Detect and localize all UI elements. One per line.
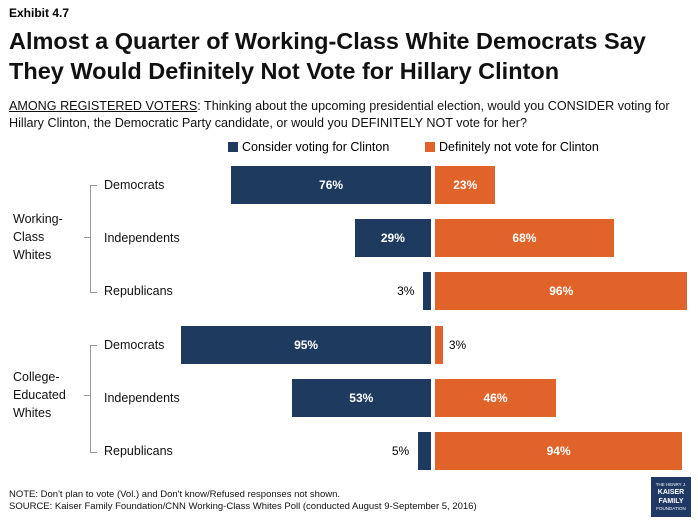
value-label-not: 94% [546,444,571,458]
group-bracket-0 [90,185,97,293]
value-label-consider: 5% [391,444,410,458]
footnote: NOTE: Don't plan to vote (Vol.) and Don'… [9,489,477,513]
category-label: Independents [104,391,180,405]
bar-consider [231,166,431,204]
logo-line1: THE HENRY J. [655,482,687,487]
value-label-not: 3% [448,338,467,352]
chart-title: Almost a Quarter of Working-Class White … [9,28,646,84]
logo-line2: KAISER [657,489,685,496]
group-label-0: Working- Class Whites [13,210,63,264]
bar-not [435,219,614,257]
group-label-line: Whites [13,406,52,420]
exhibit-label: Exhibit 4.7 [9,6,70,20]
legend-item-consider: Consider voting for Clinton [228,140,389,154]
value-label-consider: 29% [380,231,405,245]
value-label-not: 23% [453,178,478,192]
bar-not [435,166,496,204]
group-label-line: Working- [13,212,63,226]
bar-consider [181,326,431,364]
category-label: Republicans [104,444,173,458]
bar-not [435,272,688,310]
bar-not [435,432,683,470]
legend: Consider voting for Clinton Definitely n… [0,140,698,156]
category-label: Democrats [104,338,165,352]
bar-consider [291,379,431,417]
legend-label-not: Definitely not vote for Clinton [439,140,599,154]
group-label-1: College- Educated Whites [13,368,66,422]
bar-consider [417,432,431,470]
subtitle-prefix: AMONG REGISTERED VOTERS [9,99,198,113]
kff-logo: THE HENRY J. KAISER FAMILY FOUNDATION [651,477,691,517]
note-text: NOTE: Don't plan to vote (Vol.) and Don'… [9,489,341,500]
legend-item-not: Definitely not vote for Clinton [425,140,599,154]
legend-swatch-not [425,142,435,152]
group-bracket-1 [90,345,97,453]
value-label-not: 96% [549,284,574,298]
value-label-not: 46% [483,391,508,405]
source-text: SOURCE: Kaiser Family Foundation/CNN Wor… [9,501,477,512]
category-label: Democrats [104,178,165,192]
subtitle-text: : Thinking about the upcoming presidenti… [9,99,670,130]
value-label-consider: 3% [397,284,415,298]
value-label-consider: 95% [294,338,319,352]
legend-label-consider: Consider voting for Clinton [242,140,390,154]
group-label-line: Whites [13,248,52,262]
legend-swatch-consider [228,142,238,152]
group-label-line: Educated [13,388,66,402]
logo-line3: FAMILY [658,498,684,505]
bar-consider [423,272,431,310]
category-label: Independents [104,231,180,245]
bar-not [435,379,556,417]
bar-consider [354,219,431,257]
logo-line4: FOUNDATION [656,506,686,511]
group-bracket-tick-0 [84,237,90,238]
value-label-consider: 53% [349,391,374,405]
group-label-line: Class [13,230,45,244]
bar-not [435,326,443,364]
category-label: Republicans [104,284,173,298]
group-bracket-tick-1 [84,395,90,396]
value-label-consider: 76% [319,178,344,192]
group-label-line: College- [13,370,60,384]
value-label-not: 68% [512,231,537,245]
chart-subtitle: AMONG REGISTERED VOTERS: Thinking about … [9,98,689,132]
